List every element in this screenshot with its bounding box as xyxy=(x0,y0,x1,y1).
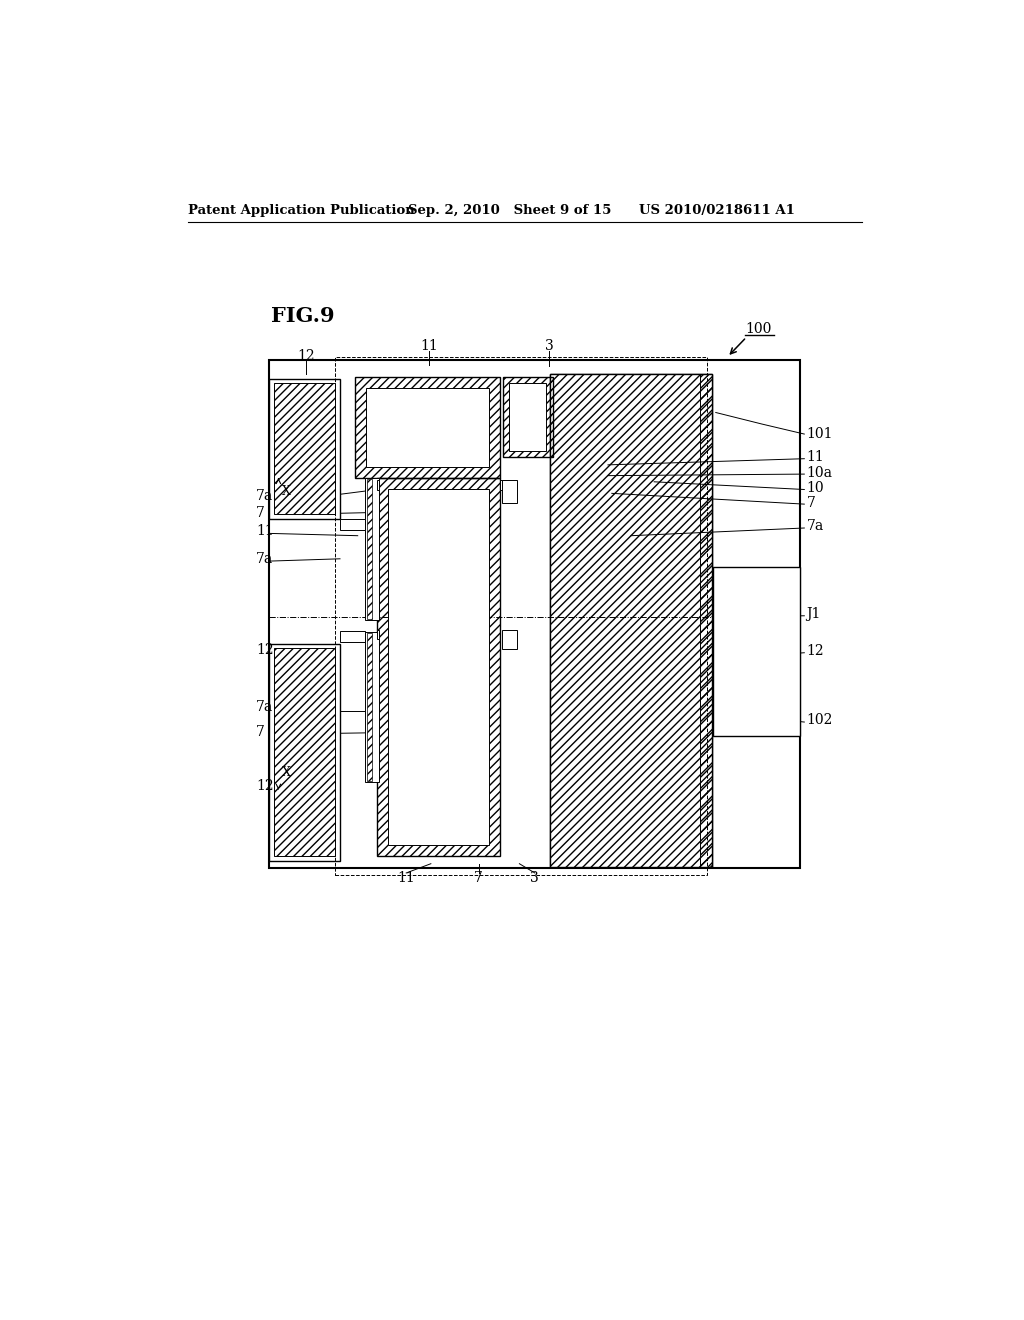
Text: US 2010/0218611 A1: US 2010/0218611 A1 xyxy=(639,205,795,218)
Bar xyxy=(367,634,372,780)
Text: J1: J1 xyxy=(807,607,821,622)
Text: 11: 11 xyxy=(807,450,824,465)
Bar xyxy=(340,519,366,529)
Text: 10: 10 xyxy=(807,480,824,495)
Bar xyxy=(367,388,489,467)
Bar xyxy=(388,488,489,845)
Text: 12: 12 xyxy=(256,643,273,656)
Text: 7: 7 xyxy=(256,506,265,520)
Bar xyxy=(550,374,712,867)
Bar xyxy=(503,378,553,457)
Text: 7: 7 xyxy=(256,725,265,739)
Bar xyxy=(377,478,500,857)
Bar xyxy=(355,378,500,478)
Bar xyxy=(509,383,547,451)
Text: 7a: 7a xyxy=(256,488,273,503)
Bar xyxy=(269,644,340,861)
Text: Patent Application Publication: Patent Application Publication xyxy=(188,205,415,218)
Bar xyxy=(377,480,379,490)
Bar xyxy=(366,478,379,620)
Text: 3: 3 xyxy=(545,338,554,352)
Text: 12: 12 xyxy=(256,779,273,793)
Bar xyxy=(366,632,379,781)
Text: 7: 7 xyxy=(807,495,815,510)
Text: 7: 7 xyxy=(474,871,483,886)
Bar xyxy=(714,566,801,737)
Text: 11: 11 xyxy=(421,338,438,352)
Text: 10a: 10a xyxy=(807,466,833,479)
Text: Sep. 2, 2010   Sheet 9 of 15: Sep. 2, 2010 Sheet 9 of 15 xyxy=(408,205,611,218)
Text: X: X xyxy=(282,484,291,498)
Text: 11: 11 xyxy=(397,871,415,886)
Text: 12: 12 xyxy=(297,348,315,363)
Bar xyxy=(273,383,336,515)
Bar xyxy=(502,630,517,649)
Bar xyxy=(377,630,379,639)
Bar xyxy=(340,631,366,642)
Bar xyxy=(550,374,712,867)
Bar xyxy=(269,379,340,519)
Bar xyxy=(335,358,707,875)
Text: X: X xyxy=(282,767,291,779)
Text: 7a: 7a xyxy=(256,552,273,566)
Text: 7a: 7a xyxy=(256,700,273,714)
Text: FIG.9: FIG.9 xyxy=(271,306,335,326)
Bar xyxy=(273,648,336,857)
Bar xyxy=(367,479,372,619)
Text: 11: 11 xyxy=(256,524,273,539)
Bar xyxy=(269,360,801,869)
Text: 100: 100 xyxy=(745,322,771,337)
Bar xyxy=(502,480,517,503)
Text: 3: 3 xyxy=(530,871,540,886)
Text: 12: 12 xyxy=(807,644,824,659)
Text: 7a: 7a xyxy=(807,520,824,533)
Bar xyxy=(500,480,503,490)
Bar xyxy=(550,374,712,867)
Text: 102: 102 xyxy=(807,714,833,727)
Text: 101: 101 xyxy=(807,428,834,441)
Bar xyxy=(699,374,712,867)
